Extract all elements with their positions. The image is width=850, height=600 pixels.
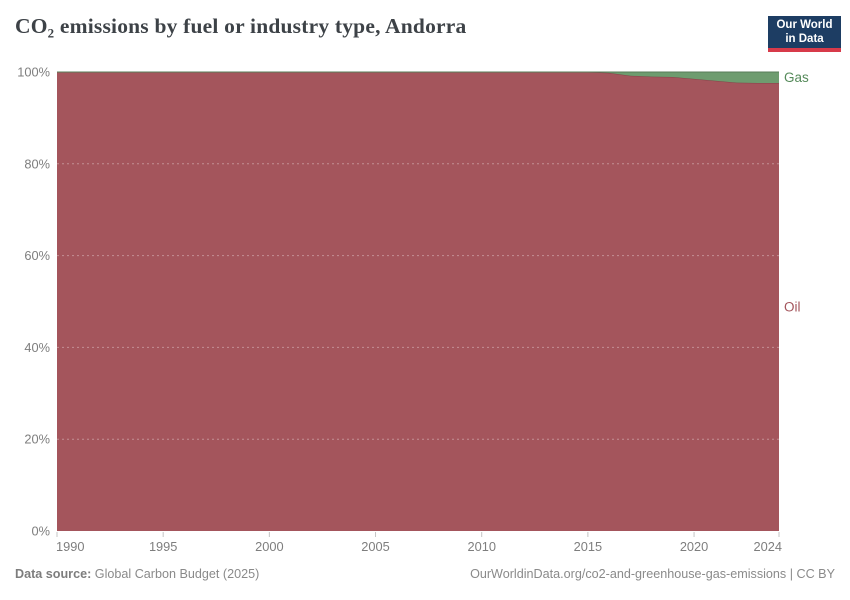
x-axis-tick-label: 2015	[574, 539, 602, 554]
owid-logo-line2: in Data	[785, 32, 824, 45]
x-axis-tick-label: 2000	[255, 539, 283, 554]
owid-logo-line1: Our World	[776, 19, 833, 31]
x-axis-tick-label: 2010	[467, 539, 495, 554]
x-axis-tick-label: 2024	[754, 539, 782, 554]
chart-gridlines	[57, 163, 779, 440]
chart-areas	[57, 71, 779, 531]
attribution-link[interactable]: OurWorldinData.org/co2-and-greenhouse-ga…	[470, 567, 835, 581]
y-axis-tick-label: 100%	[17, 65, 50, 80]
data-source-note: Data source: Global Carbon Budget (2025)	[15, 567, 259, 581]
series-label-oil: Oil	[784, 300, 801, 315]
owid-logo-text: Our World in Data	[768, 16, 841, 48]
stacked-area-chart[interactable]: 0% 20% 40% 60% 80% 100% 1990 1995 2000 2005 2010 20…	[0, 0, 850, 560]
owid-logo-red-bar	[768, 48, 841, 52]
area-gas[interactable]	[57, 72, 779, 83]
y-axis-tick-label: 60%	[24, 248, 50, 263]
data-source-label: Data source:	[15, 567, 92, 581]
y-axis-tick-label: 0%	[32, 524, 51, 539]
chart-axes: 0% 20% 40% 60% 80% 100% 1990 1995 2000 2005 2010 20…	[17, 65, 782, 555]
area-oil[interactable]	[57, 72, 779, 531]
data-source-value: Global Carbon Budget (2025)	[91, 567, 260, 581]
y-axis-tick-label: 80%	[24, 156, 50, 171]
page-title: CO₂ emissions by fuel or industry type, …	[15, 14, 467, 38]
owid-logo[interactable]: Our World in Data	[768, 16, 841, 52]
y-axis-tick-label: 40%	[24, 340, 50, 355]
y-axis-tick-label: 20%	[24, 432, 50, 447]
x-axis-tick-label: 1995	[149, 539, 177, 554]
x-axis-tick-label: 1990	[56, 539, 84, 554]
series-label-gas: Gas	[784, 70, 809, 85]
x-axis-tick-label: 2020	[680, 539, 708, 554]
x-axis-tick-label: 2005	[361, 539, 389, 554]
chart-footer: Data source: Global Carbon Budget (2025)…	[15, 567, 835, 581]
